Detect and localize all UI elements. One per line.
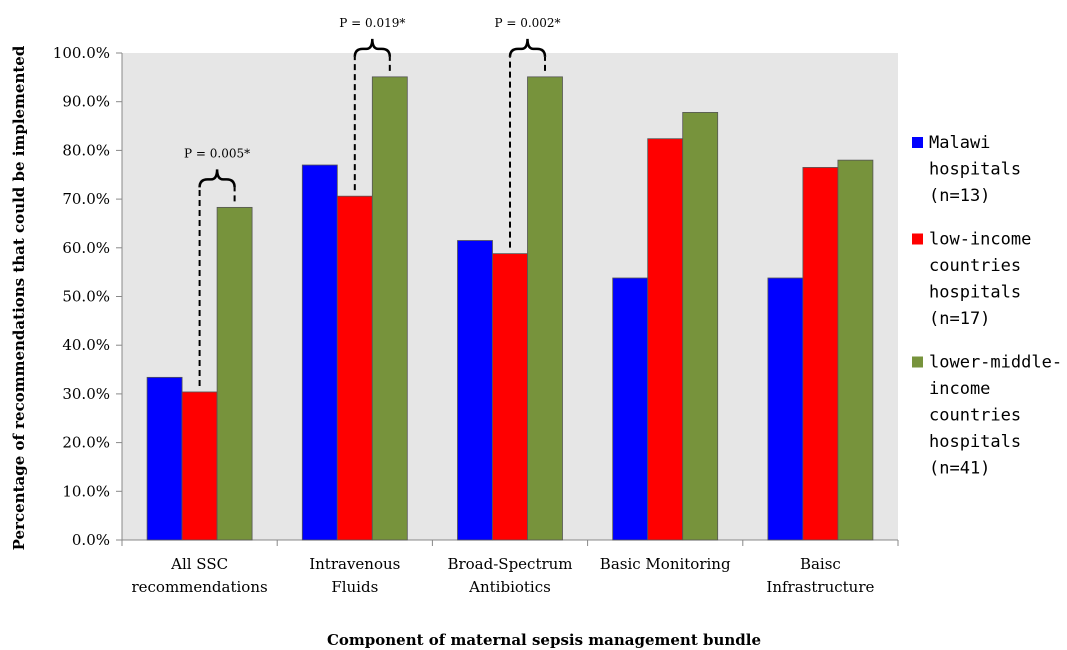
y-tick-label: 20.0% xyxy=(62,434,110,452)
bar xyxy=(683,112,718,540)
bar xyxy=(217,207,252,540)
y-tick-label: 60.0% xyxy=(62,239,110,257)
p-value-label: P = 0.002* xyxy=(494,16,560,30)
legend-swatch xyxy=(912,234,923,245)
bar xyxy=(493,254,528,540)
bar xyxy=(803,167,838,540)
bar xyxy=(372,77,407,540)
bar xyxy=(458,240,493,540)
y-tick-label: 0.0% xyxy=(72,531,110,549)
y-tick-label: 50.0% xyxy=(62,288,110,306)
y-tick-label: 90.0% xyxy=(62,93,110,111)
legend-label: lower-middle-income countries hospitals (n=… xyxy=(929,353,1062,479)
x-category-label: Intravenous Fluids xyxy=(309,555,400,596)
p-value-label: P = 0.005* xyxy=(184,146,250,160)
bar xyxy=(838,160,873,540)
y-tick-label: 100.0% xyxy=(53,44,110,62)
x-category-label: Broad-Spectrum Antibiotics xyxy=(447,555,572,596)
legend-swatch xyxy=(912,357,923,368)
y-tick-label: 30.0% xyxy=(62,385,110,403)
p-value-label: P = 0.019* xyxy=(339,16,405,30)
y-tick-label: 80.0% xyxy=(62,141,110,159)
bar xyxy=(182,392,217,540)
bar xyxy=(302,165,337,540)
y-tick-label: 40.0% xyxy=(62,336,110,354)
y-tick-label: 70.0% xyxy=(62,190,110,208)
y-axis-title: Percentage of recommendations that could… xyxy=(10,45,28,550)
bar xyxy=(613,278,648,540)
x-axis-title: Component of maternal sepsis management … xyxy=(327,631,761,649)
x-category-label: All SSC recommendations xyxy=(131,555,267,596)
legend-label: low-income countries hospitals (n=17) xyxy=(929,230,1031,330)
bar xyxy=(648,139,683,540)
bar xyxy=(337,196,372,540)
bar xyxy=(147,377,182,540)
x-category-label: Baisc Infrastructure xyxy=(766,555,874,596)
y-tick-label: 10.0% xyxy=(62,482,110,500)
bar xyxy=(528,77,563,540)
bar xyxy=(768,278,803,540)
legend-label: Malawi hospitals (n=13) xyxy=(929,133,1021,206)
legend-swatch xyxy=(912,137,923,148)
x-category-label: Basic Monitoring xyxy=(600,555,731,573)
